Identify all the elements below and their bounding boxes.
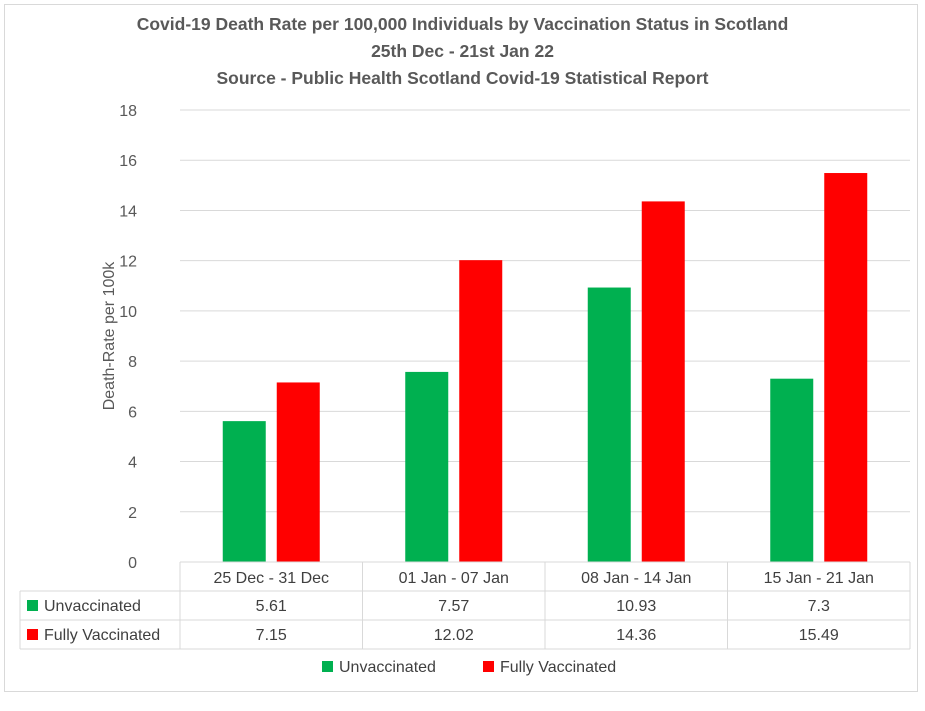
y-tick-label: 4 [128, 455, 137, 472]
table-series-name: Fully Vaccinated [44, 627, 160, 644]
table-value: 7.3 [808, 598, 830, 615]
y-tick-label: 0 [128, 555, 137, 572]
table-value: 14.36 [616, 627, 656, 644]
bar-unvaccinated-4 [770, 378, 814, 562]
chart-title-line-3: Source - Public Health Scotland Covid-19… [216, 68, 709, 88]
y-tick-label: 8 [128, 354, 137, 371]
category-label: 25 Dec - 31 Dec [213, 570, 329, 587]
y-tick-label: 10 [119, 304, 137, 321]
table-series-name: Unvaccinated [44, 598, 141, 615]
legend-label: Unvaccinated [339, 659, 436, 676]
bar-fully-vaccinated-2 [459, 260, 503, 562]
legend-key [483, 661, 494, 672]
table-value: 7.57 [438, 598, 469, 615]
bar-fully-vaccinated-1 [276, 382, 320, 562]
y-tick-label: 6 [128, 404, 137, 421]
table-legend-key [27, 629, 38, 640]
y-tick-label: 16 [119, 153, 137, 170]
bar-fully-vaccinated-3 [641, 201, 685, 562]
y-tick-label: 2 [128, 505, 137, 522]
category-label: 08 Jan - 14 Jan [581, 570, 691, 587]
bar-unvaccinated-3 [587, 287, 631, 562]
y-axis-label: Death-Rate per 100k [101, 261, 118, 411]
table-value: 15.49 [799, 627, 839, 644]
legend-label: Fully Vaccinated [500, 659, 616, 676]
table-value: 12.02 [434, 627, 474, 644]
bar-unvaccinated-1 [222, 421, 266, 562]
category-label: 15 Jan - 21 Jan [764, 570, 874, 587]
table-value: 5.61 [256, 598, 287, 615]
table-value: 10.93 [616, 598, 656, 615]
bar-fully-vaccinated-4 [824, 173, 868, 563]
chart-title-line-1: Covid-19 Death Rate per 100,000 Individu… [136, 14, 789, 34]
legend-key [322, 661, 333, 672]
bar-unvaccinated-2 [405, 371, 449, 562]
category-label: 01 Jan - 07 Jan [399, 570, 509, 587]
table-value: 7.15 [256, 627, 287, 644]
y-tick-label: 14 [119, 203, 137, 220]
chart-title-line-2: 25th Dec - 21st Jan 22 [371, 41, 554, 61]
y-tick-label: 18 [119, 103, 137, 120]
y-tick-label: 12 [119, 254, 137, 271]
table-legend-key [27, 600, 38, 611]
